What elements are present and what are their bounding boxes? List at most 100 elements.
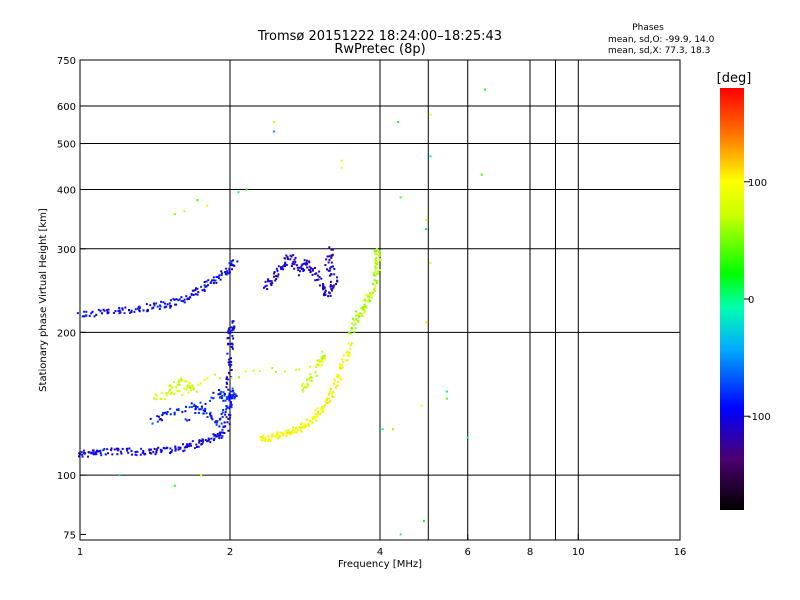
data-point [227,330,230,333]
data-point [193,404,196,407]
data-point [136,450,139,453]
data-point [169,388,172,391]
data-point [320,364,323,367]
data-point [320,277,323,280]
data-point [330,392,333,395]
data-point [178,379,181,382]
data-point [227,417,230,420]
data-point [81,453,84,456]
data-point [212,282,215,285]
data-point [149,417,152,420]
data-point [228,399,231,402]
data-point [375,266,378,269]
data-point [99,449,102,452]
data-point [309,268,312,271]
data-point [244,370,247,373]
data-point [234,393,237,396]
x-axis-ticks: 1 2 4 6 8 10 16 [77,534,686,558]
data-point [152,450,155,453]
data-point [223,394,226,397]
data-point [192,388,195,391]
data-point [203,284,206,287]
data-point [328,392,331,395]
data-point [225,416,228,419]
data-point [315,363,318,366]
colorbar-tick-label: -100 [748,412,771,423]
data-point [180,377,183,380]
data-point [368,294,371,297]
data-point [195,443,198,446]
data-point [317,410,320,413]
data-point [324,404,327,407]
data-point [318,284,321,287]
data-point [333,267,336,270]
data-point [220,270,223,273]
data-point [369,292,372,295]
data-point [207,279,210,282]
data-point [97,450,100,453]
data-point [330,284,333,287]
data-point [88,451,91,454]
data-point [231,346,234,349]
data-point [226,406,229,409]
data-point [159,417,162,420]
data-point [151,422,154,425]
data-point [226,382,229,385]
data-point [295,431,298,434]
data-point [309,270,312,273]
data-point [172,297,175,300]
data-point [156,415,159,418]
data-point [181,393,184,396]
data-point [445,397,448,400]
data-point [306,262,309,265]
data-point [204,438,207,441]
data-point [349,332,352,335]
y-axis-ticks: 75 100 200 300 400 500 600 750 [57,56,86,541]
data-point [223,392,226,395]
data-point [277,273,280,276]
data-point [372,282,375,285]
data-point [429,113,432,116]
data-point [320,357,323,360]
data-point [146,309,149,312]
data-point [199,382,202,385]
data-point [230,268,233,271]
data-point [329,280,332,283]
data-point [333,379,336,382]
data-point [225,377,228,380]
data-point [329,389,332,392]
data-point [228,407,231,410]
data-point [267,440,270,443]
data-point [276,275,279,278]
data-point [212,397,215,400]
data-point [196,445,199,448]
data-point [228,363,231,366]
data-point [188,419,191,422]
data-point [228,327,231,330]
data-point [214,279,217,282]
data-point [320,405,323,408]
data-point [225,408,228,411]
data-point [154,398,157,401]
data-point [324,264,327,267]
data-point [277,434,280,437]
data-point [364,305,367,308]
data-point [300,384,303,387]
data-point [267,278,270,281]
data-point [299,429,302,432]
data-point [315,419,318,422]
data-point [182,300,185,303]
data-point [188,296,191,299]
data-point [161,392,164,395]
data-point [205,280,208,283]
data-point [322,292,325,295]
data-point [112,311,115,314]
data-point [272,275,275,278]
data-point [341,364,344,367]
data-point [316,415,319,418]
data-point [183,380,186,383]
data-point [226,270,229,273]
data-point [231,387,234,390]
data-point [350,322,353,325]
data-point [229,365,232,368]
